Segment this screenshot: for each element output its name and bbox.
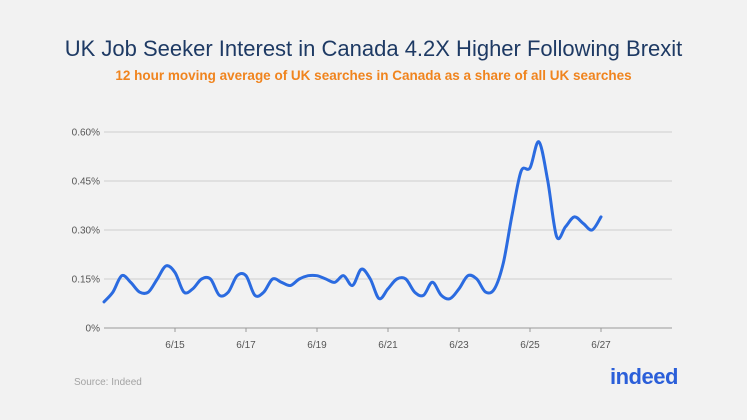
x-tick-label: 6/15 <box>165 340 185 351</box>
indeed-logo: indeed <box>610 364 678 389</box>
source-note: Source: Indeed <box>74 377 142 388</box>
y-tick-label: 0% <box>86 324 101 335</box>
x-tick-label: 6/27 <box>591 340 611 351</box>
chart-title: UK Job Seeker Interest in Canada 4.2X Hi… <box>64 36 683 61</box>
x-tick-label: 6/17 <box>236 340 256 351</box>
y-tick-label: 0.60% <box>72 128 100 139</box>
x-tick-label: 6/25 <box>520 340 540 351</box>
x-tick-label: 6/21 <box>378 340 398 351</box>
chart-subtitle: 12 hour moving average of UK searches in… <box>115 68 632 83</box>
y-tick-label: 0.30% <box>72 226 100 237</box>
x-tick-label: 6/23 <box>449 340 469 351</box>
x-tick-label: 6/19 <box>307 340 327 351</box>
y-tick-label: 0.45% <box>72 177 100 188</box>
series-line <box>102 140 603 304</box>
y-tick-label: 0.15% <box>72 275 100 286</box>
